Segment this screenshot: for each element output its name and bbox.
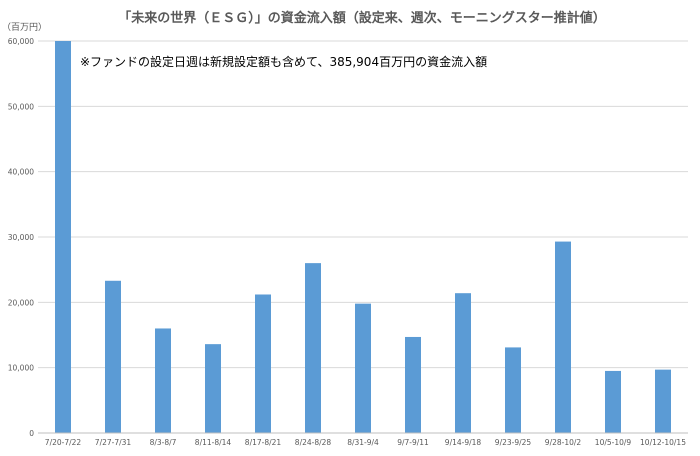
y-tick-label: 60,000 bbox=[8, 37, 34, 46]
bar bbox=[55, 41, 71, 433]
chart-annotation: ※ファンドの設定日週は新規設定額も含めて、385,904百万円の資金流入額 bbox=[80, 54, 487, 69]
y-tick-label: 0 bbox=[29, 429, 34, 438]
y-tick-label: 20,000 bbox=[8, 298, 34, 307]
bars bbox=[55, 41, 671, 433]
x-tick-label: 10/12-10/15 bbox=[640, 438, 686, 447]
bar bbox=[155, 328, 171, 433]
bar bbox=[205, 344, 221, 433]
x-tick-label: 8/11-8/14 bbox=[195, 438, 232, 447]
bar bbox=[105, 280, 121, 433]
bar bbox=[305, 263, 321, 433]
x-tick-label: 10/5-10/9 bbox=[595, 438, 632, 447]
bar bbox=[605, 370, 621, 433]
bar bbox=[505, 347, 521, 433]
y-tick-label: 30,000 bbox=[8, 233, 34, 242]
bar bbox=[255, 294, 271, 433]
y-tick-label: 40,000 bbox=[8, 168, 34, 177]
x-tick-label: 9/23-9/25 bbox=[495, 438, 532, 447]
y-tick-label: 10,000 bbox=[8, 364, 34, 373]
y-tick-label: 50,000 bbox=[8, 102, 34, 111]
x-axis-ticks: 7/20-7/22 7/27-7/31 8/3-8/7 8/11-8/14 8/17-8… bbox=[45, 438, 686, 447]
chart-title: 「未来の世界（ＥＳＧ）」の資金流入額（設定来、週次、モーニングスター推計値） bbox=[118, 10, 606, 26]
x-tick-label: 9/28-10/2 bbox=[545, 438, 582, 447]
x-tick-label: 7/20-7/22 bbox=[45, 438, 82, 447]
bar bbox=[655, 369, 671, 433]
bar bbox=[355, 303, 371, 433]
bar bbox=[405, 336, 421, 433]
x-tick-label: 9/14-9/18 bbox=[445, 438, 482, 447]
x-tick-label: 7/27-7/31 bbox=[95, 438, 132, 447]
x-tick-label: 8/24-8/28 bbox=[295, 438, 332, 447]
bar bbox=[455, 293, 471, 433]
x-tick-label: 9/7-9/11 bbox=[397, 438, 429, 447]
x-tick-label: 8/3-8/7 bbox=[150, 438, 177, 447]
x-tick-label: 8/17-8/21 bbox=[245, 438, 282, 447]
x-tick-label: 8/31-9/4 bbox=[347, 438, 379, 447]
y-axis-unit-label: （百万円） bbox=[2, 22, 47, 33]
gridlines bbox=[38, 40, 688, 369]
y-axis-ticks: 0 10,000 20,000 30,000 40,000 50,000 60,000 bbox=[8, 37, 34, 438]
bar bbox=[555, 241, 571, 433]
